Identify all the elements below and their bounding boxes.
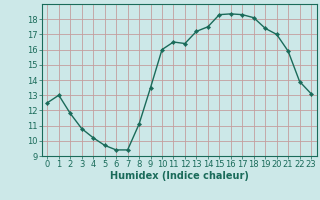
X-axis label: Humidex (Indice chaleur): Humidex (Indice chaleur) (110, 171, 249, 181)
